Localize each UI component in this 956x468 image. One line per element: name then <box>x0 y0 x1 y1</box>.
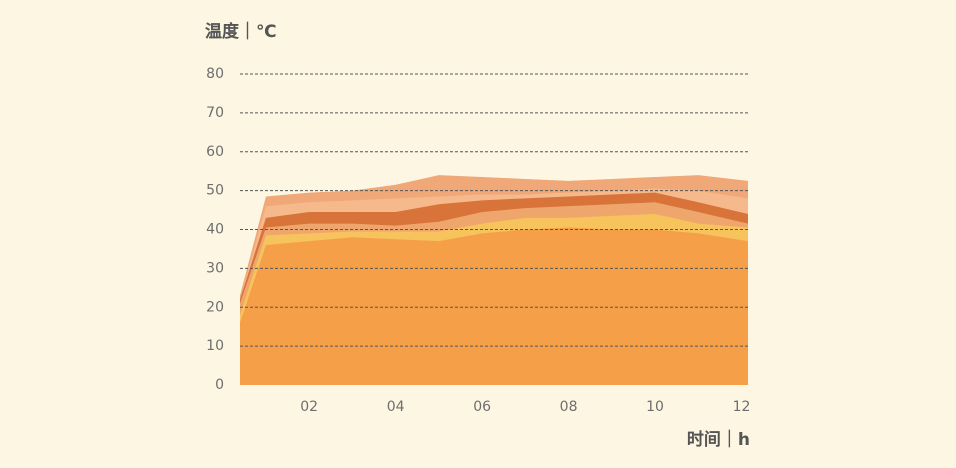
x-tick-label: 12 <box>733 399 751 415</box>
x-tick-label: 02 <box>300 399 318 415</box>
y-tick-label: 70 <box>206 105 224 121</box>
y-axis-label: 温度｜℃ <box>205 21 277 42</box>
x-tick-label: 10 <box>646 399 664 415</box>
x-tick-label: 06 <box>473 399 491 415</box>
y-tick-label: 40 <box>206 222 224 238</box>
y-tick-label: 50 <box>206 183 224 199</box>
y-tick-label: 0 <box>215 377 224 393</box>
y-tick-label: 60 <box>206 144 224 160</box>
area <box>240 227 748 385</box>
y-tick-label: 10 <box>206 338 224 354</box>
y-tick-label: 20 <box>206 299 224 315</box>
x-tick-label: 08 <box>560 399 578 415</box>
y-tick-label: 30 <box>206 260 224 276</box>
x-tick-label: 04 <box>387 399 405 415</box>
x-axis-label: 时间｜h <box>687 429 750 450</box>
y-tick-label: 80 <box>206 66 224 82</box>
